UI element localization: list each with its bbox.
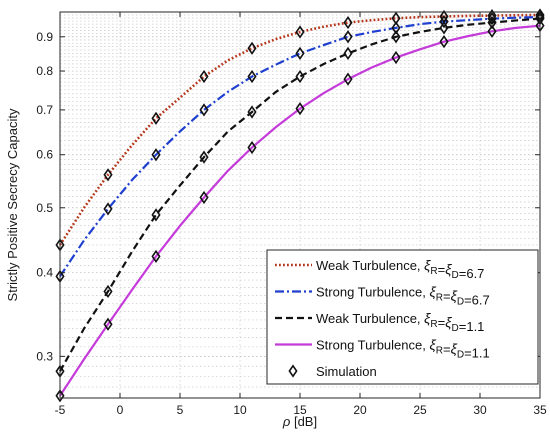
legend: Weak Turbulence, ξR=ξD=6.7 Strong Turbule…	[266, 249, 539, 385]
x-axis-label: ρ [dB]	[282, 414, 317, 429]
simulation-marker	[391, 30, 401, 44]
simulation-marker	[151, 249, 161, 264]
x-tick-label: 20	[353, 403, 367, 417]
series-line-1	[58, 13, 541, 246]
x-tick-label: 25	[413, 403, 427, 417]
y-tick-label: 0.6	[36, 148, 53, 162]
simulation-marker	[439, 35, 449, 49]
y-tick-label: 0.9	[36, 30, 53, 44]
y-tick-label: 0.3	[36, 349, 53, 363]
simulation-marker	[247, 41, 257, 55]
y-tick-label: 0.5	[36, 201, 53, 215]
simulation-marker	[343, 72, 353, 86]
legend-entry-simulation: Simulation	[316, 364, 377, 379]
series-line-4	[59, 24, 541, 397]
simulation-marker	[103, 317, 113, 331]
legend-entry-1: Weak Turbulence, ξR=ξD=6.7	[316, 257, 484, 281]
x-axis-symbol: ρ	[282, 414, 291, 429]
simulation-marker	[391, 21, 401, 35]
simulation-marker	[151, 148, 161, 162]
simulation-marker	[343, 15, 353, 30]
simulation-marker	[343, 46, 353, 61]
simulation-marker	[151, 111, 161, 125]
simulation-marker	[487, 8, 497, 23]
simulation-marker	[439, 21, 449, 35]
simulation-marker	[295, 69, 305, 84]
simulation-marker	[199, 103, 209, 117]
x-tick-label: 30	[473, 403, 487, 417]
simulation-marker	[295, 25, 305, 39]
tick-labels: -5 0 5 10 15 20 25 30 35 0.3 0.4 0.5 0.6 0.7 0.8 0.9	[36, 30, 547, 417]
x-tick-label: -5	[55, 403, 66, 417]
simulation-marker	[487, 11, 497, 26]
legend-entry-4: Strong Turbulence, ξR=ξD=1.1	[316, 337, 490, 361]
simulation-marker	[247, 140, 257, 155]
simulation-marker	[199, 69, 209, 84]
simulation-markers	[55, 8, 545, 403]
simulation-marker	[55, 389, 65, 403]
simulation-marker	[391, 50, 401, 65]
simulation-marker	[343, 30, 353, 44]
simulation-marker	[199, 190, 209, 205]
y-tick-label: 0.8	[36, 64, 53, 78]
series-line-3	[59, 17, 541, 372]
y-tick-label: 0.7	[36, 103, 53, 117]
legend-box	[266, 249, 539, 385]
x-axis-unit: [dB]	[290, 414, 317, 429]
simulation-marker	[487, 15, 497, 30]
simulation-marker	[103, 202, 113, 216]
series-line-2	[59, 15, 541, 277]
simulation-marker	[199, 150, 209, 164]
simulation-marker	[487, 24, 497, 38]
series-lines	[58, 13, 541, 397]
legend-simulation-marker	[288, 364, 298, 378]
y-axis-label: Strictly Positive Secrecy Capacity	[5, 108, 20, 301]
simulation-marker	[247, 69, 257, 84]
simulation-marker	[247, 105, 257, 119]
x-tick-label: 10	[233, 403, 247, 417]
simulation-marker	[151, 208, 161, 222]
simulation-marker	[295, 102, 305, 116]
x-tick-label: 0	[117, 403, 124, 417]
simulation-marker	[295, 46, 305, 61]
simulation-marker	[103, 168, 113, 182]
simulation-marker	[103, 284, 113, 299]
legend-entry-3: Weak Turbulence, ξR=ξD=1.1	[316, 310, 484, 334]
x-tick-label: 35	[533, 403, 547, 417]
x-tick-label: 5	[177, 403, 184, 417]
x-tick-label: 15	[293, 403, 307, 417]
simulation-marker	[439, 15, 449, 29]
legend-entry-2: Strong Turbulence, ξR=ξD=6.7	[316, 284, 490, 308]
y-tick-label: 0.4	[36, 266, 53, 280]
